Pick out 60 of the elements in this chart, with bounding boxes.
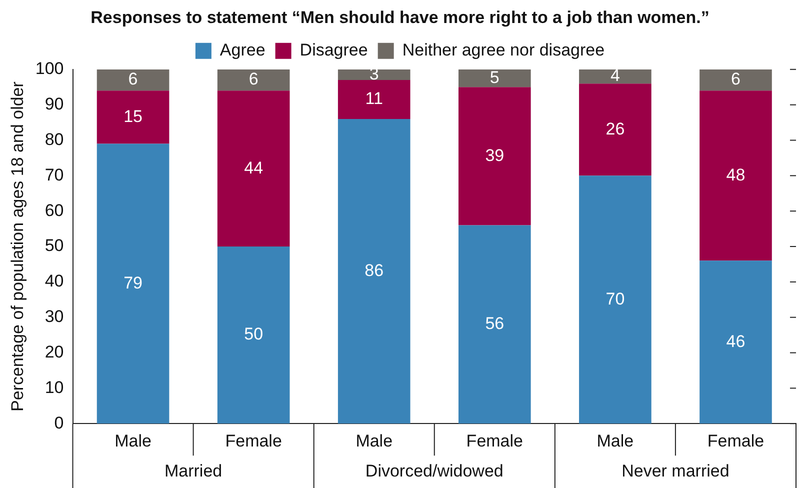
y-tick-label: 30 [44, 307, 64, 326]
chart-title: Responses to statement “Men should have more right to a job than women.” [90, 8, 710, 27]
data-label: 70 [606, 289, 625, 308]
bar [217, 246, 290, 424]
y-tick-label: 0 [54, 413, 64, 432]
data-label: 44 [244, 158, 264, 178]
y-tick-label: 90 [44, 94, 64, 114]
data-label: 86 [364, 260, 384, 280]
legend-label: Disagree [300, 40, 368, 60]
y-tick-label: 50 [44, 236, 64, 256]
y-tick-label: 70 [44, 165, 64, 184]
bar [700, 260, 772, 424]
data-label: 6 [248, 70, 258, 89]
data-label: 5 [490, 68, 500, 87]
bar [96, 69, 170, 91]
legend-label: Agree [220, 40, 266, 60]
bar [458, 69, 531, 88]
bar [458, 225, 531, 424]
y-axis-title: Percentage of population ages 18 and older [8, 81, 27, 412]
legend-label: Neither agree nor disagree [402, 40, 605, 60]
y-tick-label: 100 [35, 59, 64, 78]
y-tick-label: 80 [44, 130, 64, 149]
data-label: 46 [726, 332, 746, 351]
bar [700, 69, 772, 91]
data-label: 79 [124, 273, 142, 292]
x-tick-label: Female [225, 431, 282, 450]
y-tick-label: 10 [44, 378, 64, 397]
x-tick-label: Male [356, 431, 393, 450]
data-label: 26 [606, 119, 625, 138]
data-label: 6 [730, 70, 740, 89]
bar [700, 90, 772, 261]
data-label: 15 [124, 106, 142, 126]
data-label: 4 [610, 66, 620, 86]
x-tick-label: Female [466, 431, 523, 450]
data-label: 39 [485, 146, 504, 165]
bar [338, 80, 410, 119]
y-tick-label: 40 [44, 272, 64, 291]
text: Never married [622, 462, 730, 481]
y-tick-label: 20 [44, 342, 64, 362]
bar [96, 144, 170, 424]
data-label: 6 [128, 70, 138, 89]
data-label: 56 [485, 314, 504, 334]
text: Divorced/widowed [365, 462, 504, 481]
bar [579, 84, 652, 176]
x-tick-label: Male [114, 431, 152, 450]
bar [458, 87, 531, 226]
bar [338, 69, 410, 80]
bar [217, 90, 290, 246]
bar [579, 176, 652, 424]
x-tick-label: Male [596, 431, 634, 450]
data-label: 48 [726, 165, 746, 184]
bar [96, 90, 170, 144]
y-tick-label: 60 [44, 200, 64, 220]
data-label: 50 [244, 324, 264, 344]
bar [217, 69, 290, 91]
data-label: 11 [365, 89, 383, 108]
text: Married [164, 462, 222, 481]
bar [579, 69, 652, 84]
x-tick-label: Female [707, 431, 764, 450]
bar [338, 118, 410, 424]
